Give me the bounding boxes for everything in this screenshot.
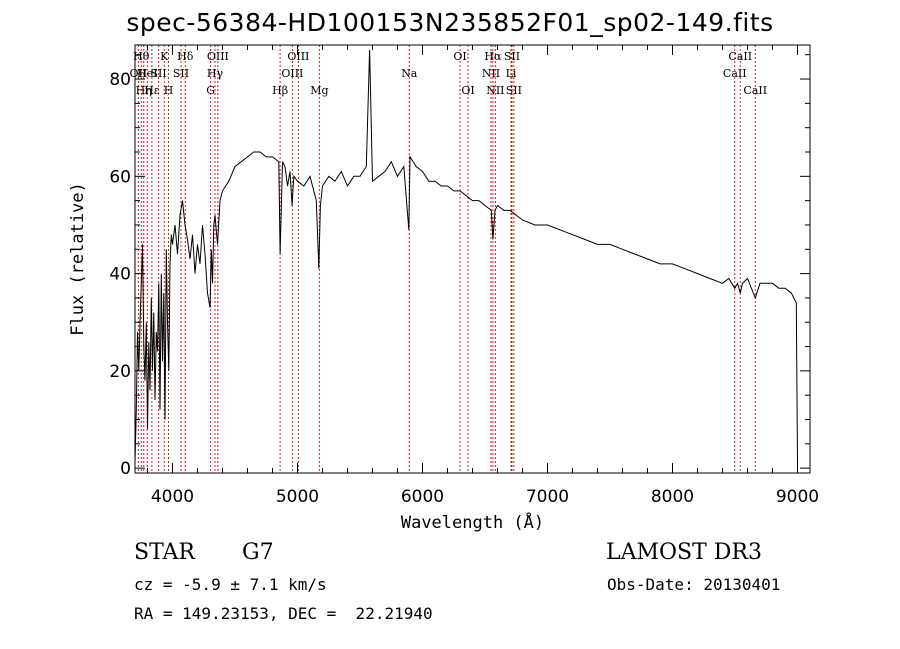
redshift-info: cz = -5.9 ± 7.1 km/s xyxy=(134,575,327,594)
marker-label: H xyxy=(164,84,174,97)
survey-name: LAMOST DR3 xyxy=(606,540,762,565)
marker-label: Na xyxy=(401,67,418,80)
axis-ticks xyxy=(135,45,810,473)
marker-label: SII xyxy=(173,67,189,80)
spectrum-line xyxy=(134,49,798,464)
line-markers xyxy=(137,45,756,473)
axis-tick-labels: 4000 5000 6000 7000 8000 9000 0 20 40 60 80 xyxy=(109,70,819,507)
marker-label: NII xyxy=(486,84,504,97)
y-tick-label: 60 xyxy=(109,167,131,187)
marker-label: HeI xyxy=(137,67,157,80)
marker-label: OIII xyxy=(287,50,309,63)
marker-label: CaII xyxy=(743,84,767,97)
marker-label: NII xyxy=(482,67,500,80)
chart-title: spec-56384-HD100153N235852F01_sp02-149.f… xyxy=(126,8,774,37)
marker-label: Hα xyxy=(484,50,502,63)
x-tick-label: 6000 xyxy=(401,487,444,507)
obs-date: Obs-Date: 20130401 xyxy=(607,575,781,594)
marker-label: Hε xyxy=(144,84,160,97)
marker-label: OIII xyxy=(207,50,229,63)
marker-label: Hγ xyxy=(207,67,224,80)
x-tick-label: 5000 xyxy=(276,487,319,507)
y-tick-label: 80 xyxy=(109,70,131,90)
y-tick-label: 40 xyxy=(109,265,131,285)
marker-label: G xyxy=(206,84,215,97)
marker-label: Hθ xyxy=(133,50,150,63)
marker-label: CaII xyxy=(723,67,747,80)
marker-label: CaII xyxy=(728,50,752,63)
marker-label: SII xyxy=(151,67,167,80)
marker-label: SII xyxy=(504,50,520,63)
marker-label: Hβ xyxy=(272,84,288,97)
marker-label: Mg xyxy=(310,84,328,97)
marker-label: OII xyxy=(130,67,148,80)
marker-label: K xyxy=(160,50,169,63)
object-subclass: G7 xyxy=(242,540,274,565)
marker-label: OIII xyxy=(281,67,303,80)
marker-label: Hη xyxy=(136,84,152,97)
marker-label: Li xyxy=(506,67,517,80)
marker-label: OI xyxy=(461,84,474,97)
plot-frame xyxy=(134,44,811,474)
x-tick-label: 9000 xyxy=(776,487,819,507)
x-tick-label: 4000 xyxy=(151,487,194,507)
y-tick-label: 20 xyxy=(109,362,131,382)
marker-label: OI xyxy=(453,50,466,63)
line-marker-labels: OII Hθ Hη HeI Hε SII K H Hδ SII G Hγ OIII Hβ OIII OIII M… xyxy=(130,50,768,97)
marker-label: SII xyxy=(506,84,522,97)
marker-label: Hδ xyxy=(177,50,194,63)
object-class: STAR xyxy=(134,540,195,565)
coordinates: RA = 149.23153, DEC = 22.21940 xyxy=(134,604,433,623)
y-axis-label: Flux (relative) xyxy=(68,182,88,336)
x-tick-label: 7000 xyxy=(526,487,569,507)
x-tick-label: 8000 xyxy=(651,487,694,507)
x-axis-label: Wavelength (Å) xyxy=(401,511,544,533)
y-tick-label: 0 xyxy=(120,459,131,479)
